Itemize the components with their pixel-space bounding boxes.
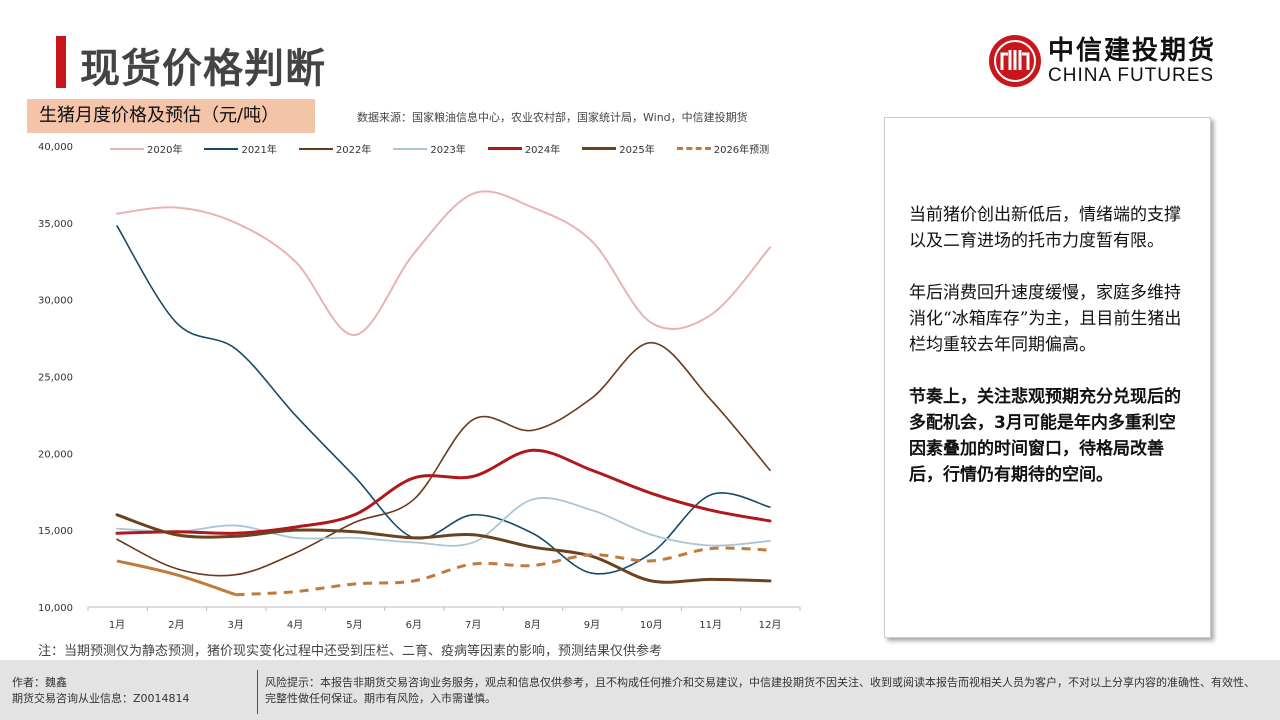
- legend-item: 2026年预测: [676, 141, 770, 156]
- y-tick-label: 35,000: [38, 219, 73, 230]
- legend-swatch: [393, 147, 428, 150]
- series-line: [116, 225, 771, 575]
- legend-item: 2023年: [393, 141, 466, 156]
- series-line-actual: [116, 559, 237, 597]
- x-tick-label: 5月: [346, 619, 362, 631]
- series-line-forecast: [235, 546, 771, 597]
- commentary-box: 当前猪价创出新低后，情绪端的支撑以及二育进场的托市力度暂有限。 年后消费回升速度…: [884, 117, 1211, 638]
- legend-swatch: [298, 147, 333, 150]
- legend-item: 2020年: [110, 141, 182, 156]
- citic-logo-icon: [989, 35, 1041, 87]
- legend-label: 2020年: [147, 145, 183, 156]
- x-tick-label: 12月: [759, 619, 782, 631]
- x-tick-label: 1月: [109, 619, 125, 631]
- footer-divider: [257, 670, 258, 714]
- y-tick-label: 30,000: [38, 296, 73, 307]
- company-logo: 中信建投期货 CHINA FUTURES: [988, 34, 1216, 88]
- commentary-3: 节奏上，关注悲观预期充分兑现后的多配机会，3月可能是年内多重利空因素叠加的时间窗…: [909, 387, 1181, 485]
- x-tick-label: 11月: [699, 619, 722, 631]
- legend-label: 2023年: [430, 145, 466, 156]
- legend-item: 2024年: [487, 141, 561, 156]
- x-tick-label: 3月: [228, 619, 244, 631]
- legend-swatch: [110, 147, 144, 150]
- series-line: [116, 341, 771, 577]
- legend-item: 2022年: [298, 141, 372, 156]
- x-tick-label: 6月: [406, 619, 422, 631]
- commentary-1: 当前猪价创出新低后，情绪端的支撑以及二育进场的托市力度暂有限。: [909, 205, 1181, 251]
- y-tick-label: 20,000: [38, 449, 73, 460]
- legend-swatch: [582, 147, 617, 150]
- chart-legend: 2020年 2021年 2022年 2023年 2024年 2025年 2026年预测: [110, 141, 791, 156]
- legend-item: 2025年: [582, 141, 655, 156]
- y-tick-label: 10,000: [38, 603, 73, 614]
- series-line: [116, 497, 771, 547]
- logo-cn: 中信建投期货: [1048, 35, 1217, 66]
- series-line: [116, 190, 771, 337]
- legend-label: 2022年: [335, 145, 372, 156]
- legend-label: 2021年: [241, 145, 277, 156]
- page-title: 现货价格判断: [80, 46, 326, 92]
- legend-label: 2024年: [524, 145, 561, 156]
- y-tick-label: 25,000: [38, 373, 73, 384]
- risk-disclaimer: 风险提示：本报告非期货交易咨询业务服务，观点和信息仅供参考，且不构成任何推介和交…: [265, 676, 1255, 705]
- y-tick-label: 40,000: [38, 142, 73, 153]
- legend-swatch: [204, 147, 239, 150]
- chart-subtitle: 生猪月度价格及预估（元/吨）: [27, 99, 315, 133]
- license: 期货交易咨询从业信息：Z0014814: [12, 692, 190, 705]
- legend-swatch: [676, 147, 711, 150]
- legend-label: 2026年预测: [713, 145, 770, 156]
- title-accent-bar: [56, 36, 66, 88]
- x-tick-label: 7月: [465, 619, 481, 631]
- legend-swatch: [487, 147, 522, 150]
- x-tick-label: 10月: [640, 619, 663, 631]
- legend-label: 2025年: [619, 145, 655, 156]
- legend-item: 2021年: [204, 141, 277, 156]
- footer: 作者：魏鑫 期货交易咨询从业信息：Z0014814 风险提示：本报告非期货交易咨…: [0, 660, 1280, 720]
- x-tick-label: 9月: [584, 619, 600, 631]
- x-tick-label: 2月: [168, 619, 184, 631]
- data-source: 数据来源：国家粮油信息中心，农业农村部，国家统计局，Wind，中信建投期货: [357, 111, 748, 124]
- chart-note: 注：当期预测仅为静态预测，猪价现实变化过程中还受到压栏、二育、疫病等因素的影响，…: [38, 644, 663, 659]
- x-tick-label: 8月: [524, 619, 540, 631]
- series-line: [115, 513, 772, 584]
- y-tick-label: 15,000: [38, 526, 73, 537]
- commentary-2: 年后消费回升速度缓慢，家庭多维持消化“冰箱库存”为主，且目前生猪出栏均重较去年同…: [909, 283, 1182, 355]
- logo-en: CHINA FUTURES: [1048, 64, 1215, 86]
- x-tick-label: 4月: [287, 619, 303, 631]
- series-line: [115, 448, 772, 535]
- author: 作者：魏鑫: [12, 676, 67, 689]
